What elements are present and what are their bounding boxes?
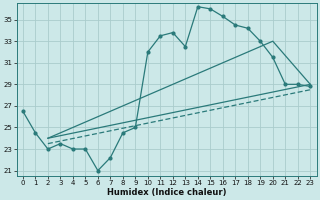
X-axis label: Humidex (Indice chaleur): Humidex (Indice chaleur) (107, 188, 226, 197)
